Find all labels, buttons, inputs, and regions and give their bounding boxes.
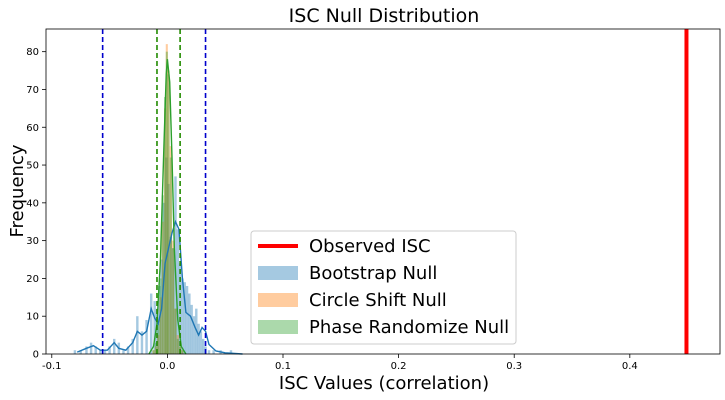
series-2-bar-7 [167,74,170,354]
x-axis-title: ISC Values (correlation) [279,373,489,394]
series-0-bar-30 [183,282,186,354]
series-0-bar-43 [229,350,233,354]
legend-phase-randomize-label: Phase Randomize Null [309,317,509,338]
series-0-bar-0 [73,350,77,354]
series-0-bar-29 [181,278,184,354]
series-0-bar-2 [85,346,88,354]
series-1-bar-6 [165,44,168,355]
series-2-bar-13 [181,350,184,354]
series-0-bar-41 [212,350,215,354]
y-tick-label-2: 20 [26,274,39,285]
series-0-bar-12 [131,338,134,354]
y-tick-label-0: 0 [33,350,39,361]
series-1-bar-7 [167,70,170,354]
series-1-bar-9 [172,240,175,354]
series-0-bar-3 [89,342,93,354]
legend-bootstrap-swatch [258,266,298,280]
y-tick-label-1: 10 [26,312,39,323]
x-tick-label-5: 0.4 [622,361,638,372]
series-0-bar-32 [188,293,191,354]
series-2-bar-1 [154,342,157,354]
series-0-bar-13 [136,316,139,354]
series-0-bar-5 [99,350,102,354]
legend-frame [250,230,517,345]
legend-bootstrap-label: Bootstrap Null [309,263,437,284]
series-0-bar-15 [145,319,148,354]
series-0-bar-23 [167,183,170,354]
series-2-bar-9 [172,248,175,354]
series-1-bar-11 [176,335,179,354]
series-0-bar-37 [199,331,203,354]
legend-phase-randomize-swatch [258,320,298,334]
series-1-bar-5 [164,108,167,354]
series-2-bar-8 [169,157,172,354]
y-axis-title: Frequency [7,144,28,237]
y-tick-label-3: 30 [26,236,39,247]
series-0-bar-14 [140,331,144,354]
chart-title: ISC Null Distribution [289,5,480,27]
series-0-bar-28 [178,263,182,354]
y-axis-ticks: 0 10 20 30 40 50 60 70 80 [26,47,46,361]
series-1-bar-8 [169,146,172,354]
y-tick-label-4: 40 [26,198,39,209]
series-0-bar-1 [79,350,82,354]
series-0-bar-36 [197,323,200,354]
series-2-bar-10 [174,308,177,354]
series-1-bar-3 [159,297,162,354]
series-0-bar-11 [126,346,130,354]
x-tick-label-4: 0.3 [506,361,522,372]
series-1-bar-2 [157,335,160,354]
series-0-bar-18 [155,308,159,354]
y-tick-label-5: 50 [26,161,39,172]
series-1-bar-0 [152,350,155,354]
plot-frame [45,28,721,355]
series-0-bar-24 [169,236,173,354]
series-0-kde-line [76,219,243,355]
series-2-bar-11 [176,338,179,354]
series-0-bars [73,157,233,354]
series-0-bar-16 [149,293,153,354]
legend-observed-label: Observed ISC [309,236,431,257]
series-2-bar-6 [165,51,168,355]
series-2-bar-0 [152,350,155,354]
series-0-bar-34 [192,316,196,354]
series-2-bar-4 [161,195,164,354]
y-tick-label-8: 80 [26,47,39,58]
legend-circle-shift-swatch [258,293,298,307]
legend: Observed ISC Bootstrap Null Circle Shift… [250,230,517,345]
series-2-bar-2 [157,323,160,354]
series-0-bar-6 [103,350,107,354]
legend-circle-shift-label: Circle Shift Null [309,290,447,311]
series-0-bar-40 [207,350,211,354]
y-tick-label-7: 70 [26,85,39,96]
x-tick-label-2: 0.1 [275,361,291,372]
x-tick-label-1: 0.0 [159,361,175,372]
series-0-bar-27 [176,229,180,354]
series-0-bar-38 [202,338,205,354]
series-1-bar-13 [181,350,184,354]
x-axis-ticks: -0.1 0.0 0.1 0.2 0.3 0.4 [42,354,638,372]
series-0-bar-8 [113,338,116,354]
y-tick-label-6: 60 [26,123,39,134]
series-0-bar-7 [108,346,111,354]
series-2-kde-line [148,59,187,355]
plot-area [73,29,689,355]
series-0-bar-31 [185,285,189,354]
series-1-bar-1 [154,346,157,354]
series-0-bar-17 [153,301,156,354]
series-2-bar-5 [164,97,167,355]
series-1-bar-10 [174,308,177,354]
series-0-bar-10 [122,350,125,354]
x-tick-label-0: -0.1 [42,361,62,372]
series-0-bar-33 [190,304,193,354]
series-0-bar-4 [94,346,97,354]
series-0-bar-25 [171,248,175,354]
x-tick-label-3: 0.2 [391,361,407,372]
